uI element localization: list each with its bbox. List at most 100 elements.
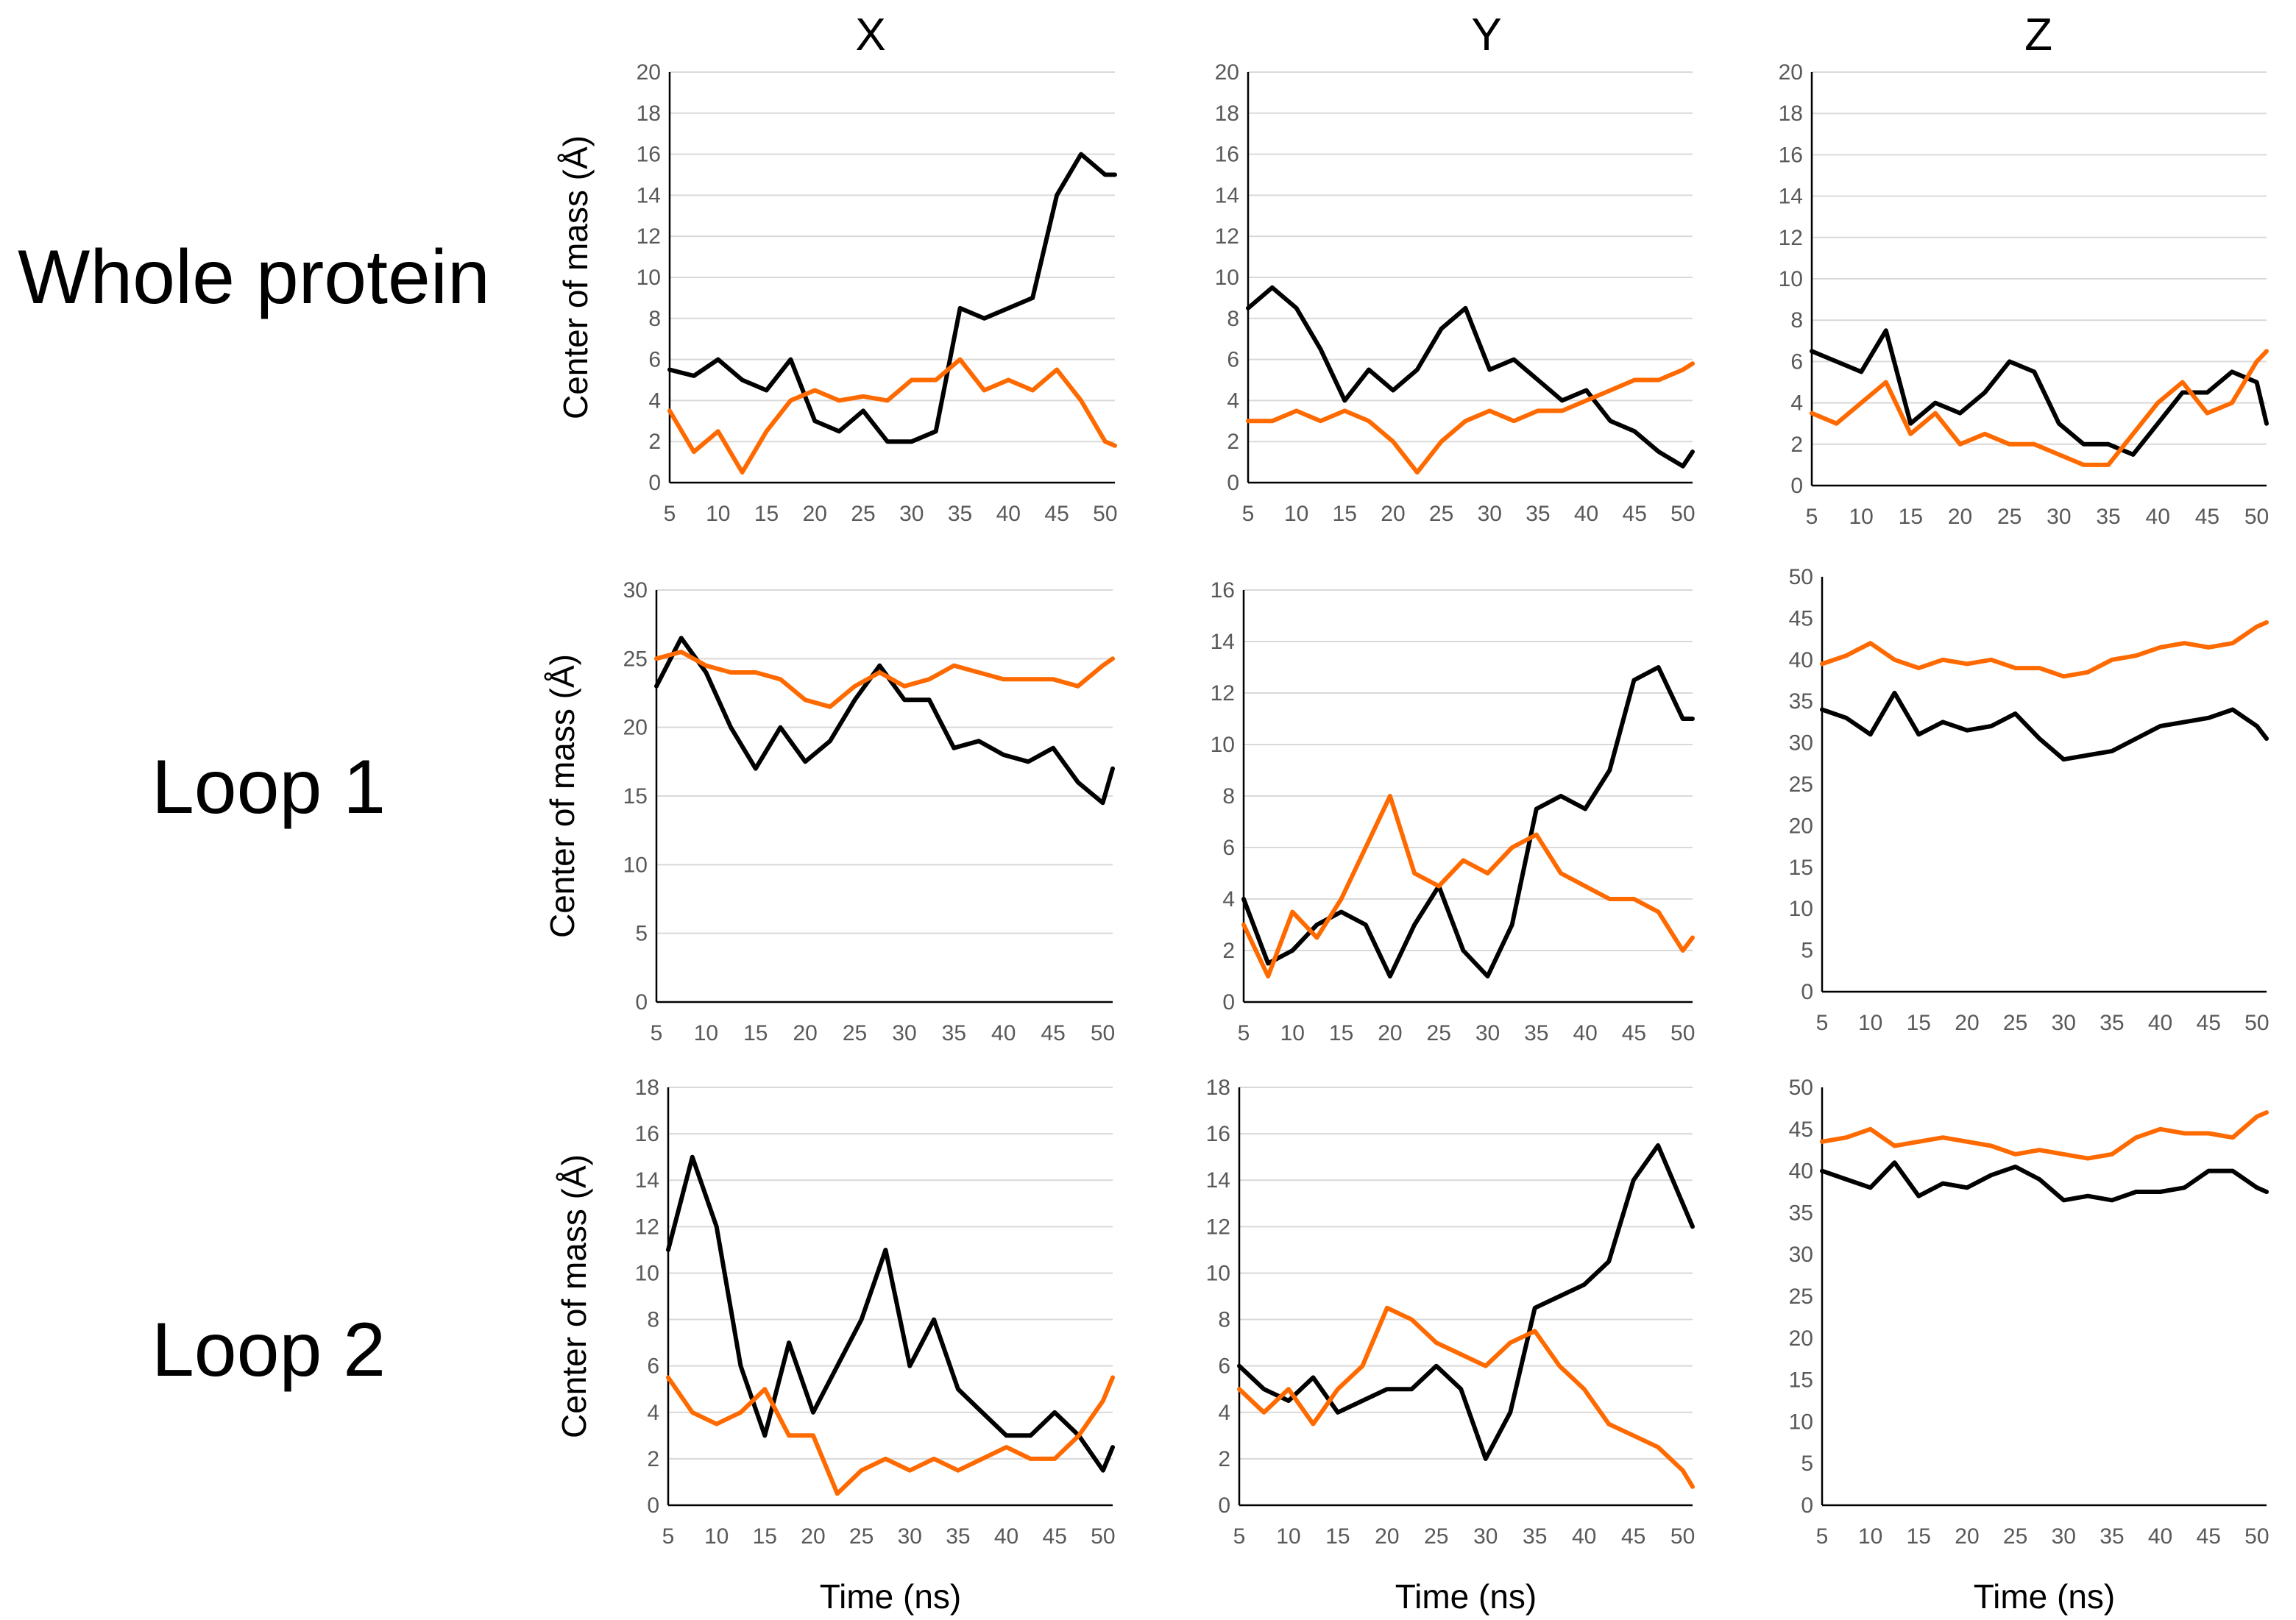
y-tick-label: 14 [1206,1168,1230,1193]
x-tick-label: 5 [1238,1021,1250,1045]
y-tick-label: 20 [1789,814,1813,838]
x-tick-label: 30 [892,1021,916,1045]
x-tick-label: 45 [1622,1021,1646,1045]
x-tick-label: 5 [651,1021,663,1045]
x-tick-label: 35 [2100,1524,2124,1549]
x-tick-label: 10 [1858,1011,1882,1035]
x-tick-label: 20 [801,1524,825,1549]
y-tick-label: 10 [635,1261,659,1285]
x-tick-label: 50 [2244,1524,2269,1549]
y-tick-label: 18 [1215,102,1239,126]
y-tick-label: 10 [623,853,648,877]
x-tick-label: 25 [1997,505,2022,529]
x-tick-label: 40 [2148,1524,2172,1549]
x-tick-label: 45 [1621,1524,1645,1549]
y-tick-label: 50 [1789,565,1813,589]
series-line-black [1810,328,2269,457]
x-tick-label: 40 [1572,1524,1596,1549]
x-tick-label: 50 [1670,1524,1695,1549]
y-tick-label: 8 [1227,307,1239,331]
y-tick-label: 14 [637,183,661,207]
x-tick-label: 50 [1093,502,1117,526]
x-tick-label: 35 [2096,505,2120,529]
x-axis-title: Time (ns) [820,1577,962,1616]
row-header-whole-protein: Whole protein [18,235,490,320]
x-tick-label: 5 [662,1524,675,1549]
x-tick-label: 40 [996,502,1021,526]
x-tick-label: 15 [1325,1524,1350,1549]
y-tick-label: 45 [1789,1118,1813,1142]
x-tick-label: 35 [1524,1021,1548,1045]
y-tick-label: 18 [1779,102,1803,126]
series-line-orange [667,357,1117,475]
series-line-black [667,152,1117,444]
y-tick-label: 0 [648,471,661,495]
x-tick-label: 20 [793,1021,817,1045]
panel-loop-1-y: 0 2 4 6 8 10 12 14 16 5 10 15 20 25 30 35 40 45 50 [1211,578,1696,1045]
x-tick-label: 15 [743,1021,768,1045]
y-tick-label: 10 [1789,897,1813,921]
y-tick-label: 4 [648,388,661,413]
x-tick-label: 45 [2197,1524,2221,1549]
x-tick-label: 45 [1041,1021,1065,1045]
x-tick-label: 10 [694,1021,718,1045]
series-line-orange [1820,1110,2269,1161]
x-tick-label: 25 [1424,1524,1448,1549]
y-tick-label: 25 [1789,772,1813,797]
y-tick-label: 12 [1211,681,1235,706]
x-tick-label: 15 [1907,1011,1931,1035]
x-tick-label: 5 [664,502,676,526]
y-tick-label: 4 [1222,887,1235,912]
series-line-black [654,636,1115,806]
y-tick-label: 18 [1206,1076,1230,1100]
x-tick-label: 45 [1623,502,1647,526]
y-tick-label: 12 [1779,226,1803,250]
x-tick-label: 20 [1955,1524,1979,1549]
y-tick-label: 20 [1779,60,1803,85]
series-line-orange [666,1375,1115,1496]
x-tick-label: 25 [2003,1524,2027,1549]
x-tick-label: 25 [843,1021,867,1045]
x-tick-label: 30 [898,1524,922,1549]
y-tick-label: 6 [648,348,661,372]
x-tick-label: 20 [803,502,827,526]
y-tick-label: 0 [1218,1493,1230,1518]
series-line-black [1246,285,1695,469]
x-tick-label: 5 [1233,1524,1246,1549]
x-tick-label: 5 [1242,502,1255,526]
y-tick-label: 10 [1206,1261,1230,1285]
y-tick-label: 30 [1789,1243,1813,1267]
y-tick-label: 8 [1790,308,1803,333]
y-tick-label: 4 [1218,1401,1230,1425]
y-tick-label: 8 [647,1308,659,1332]
x-tick-label: 35 [948,502,972,526]
y-tick-label: 40 [1789,648,1813,672]
y-tick-label: 12 [635,1215,659,1239]
x-tick-label: 20 [1955,1011,1979,1035]
x-tick-label: 10 [706,502,730,526]
y-tick-label: 10 [1779,267,1803,291]
x-tick-label: 15 [1329,1021,1353,1045]
column-header-y: Y [1471,10,1501,60]
row-header-loop-1: Loop 1 [152,745,386,830]
x-tick-label: 25 [849,1524,874,1549]
x-tick-label: 15 [753,1524,777,1549]
x-tick-label: 35 [946,1524,970,1549]
x-tick-label: 20 [1375,1524,1399,1549]
x-tick-label: 35 [1526,502,1550,526]
x-tick-label: 50 [1091,1524,1115,1549]
y-tick-label: 16 [1211,578,1235,603]
x-tick-label: 5 [1816,1524,1829,1549]
column-header-z: Z [2024,10,2052,60]
y-tick-label: 18 [635,1076,659,1100]
y-tick-label: 8 [1222,784,1235,809]
x-tick-label: 35 [942,1021,966,1045]
panel-whole-protein-x: 0 2 4 6 8 10 12 14 16 18 20 5 10 15 20 25 30 35 40 45 50 Cent… [556,60,1118,526]
x-tick-label: 40 [991,1021,1016,1045]
x-tick-label: 50 [2244,1011,2269,1035]
y-tick-label: 40 [1789,1159,1813,1184]
y-tick-label: 30 [1789,731,1813,756]
x-tick-label: 30 [1473,1524,1498,1549]
y-tick-label: 20 [1789,1326,1813,1351]
